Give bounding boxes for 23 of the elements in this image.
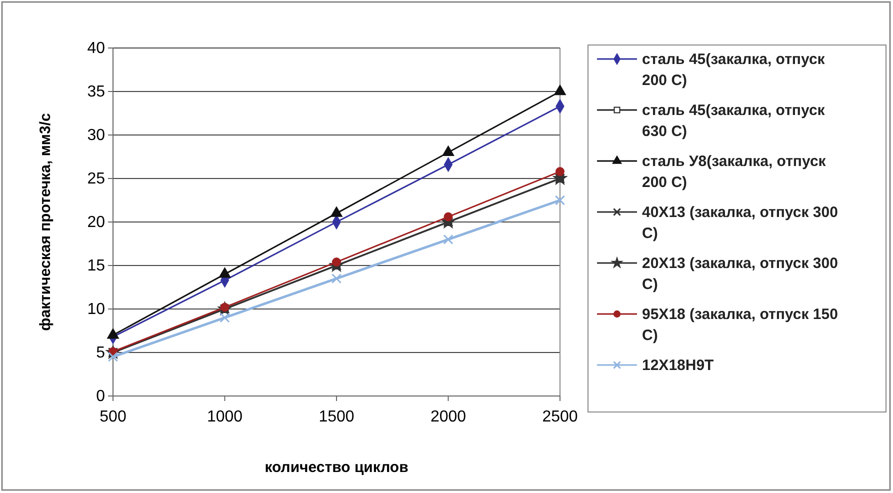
y-tick-label: 40 [87, 40, 106, 58]
y-tick-label: 10 [87, 301, 106, 318]
legend-label: 40Х13 (закалка, отпуск 300 С) [642, 204, 838, 242]
y-tick-label: 30 [87, 127, 106, 144]
y-axis-title: фактическая протечка, мм3/с [37, 113, 54, 331]
legend-label: 12Х18Н9Т [642, 357, 714, 374]
y-tick-label: 5 [96, 344, 106, 362]
x-tick-label: 2500 [542, 408, 578, 426]
legend-label: сталь 45(закалка, отпуск 630 С) [642, 102, 826, 140]
legend-label: сталь 45(закалка, отпуск 200 С) [642, 51, 826, 89]
x-tick-label: 2000 [430, 408, 466, 426]
x-axis-title: количество циклов [264, 459, 408, 476]
y-tick-label: 15 [87, 258, 106, 275]
x-tick-label: 1000 [206, 408, 243, 426]
y-tick-label: 20 [87, 214, 106, 232]
y-tick-label: 0 [96, 388, 106, 406]
legend-label: 20Х13 (закалка, отпуск 300 С) [642, 255, 838, 293]
y-tick-label: 35 [87, 84, 106, 101]
x-tick-label: 500 [100, 408, 126, 426]
legend-label: 95Х18 (закалка, отпуск 150 С) [642, 306, 838, 344]
x-tick-label: 1500 [318, 408, 354, 426]
y-tick-label: 25 [87, 170, 106, 188]
legend-label: сталь У8(закалка, отпуск 200 С) [642, 153, 826, 191]
